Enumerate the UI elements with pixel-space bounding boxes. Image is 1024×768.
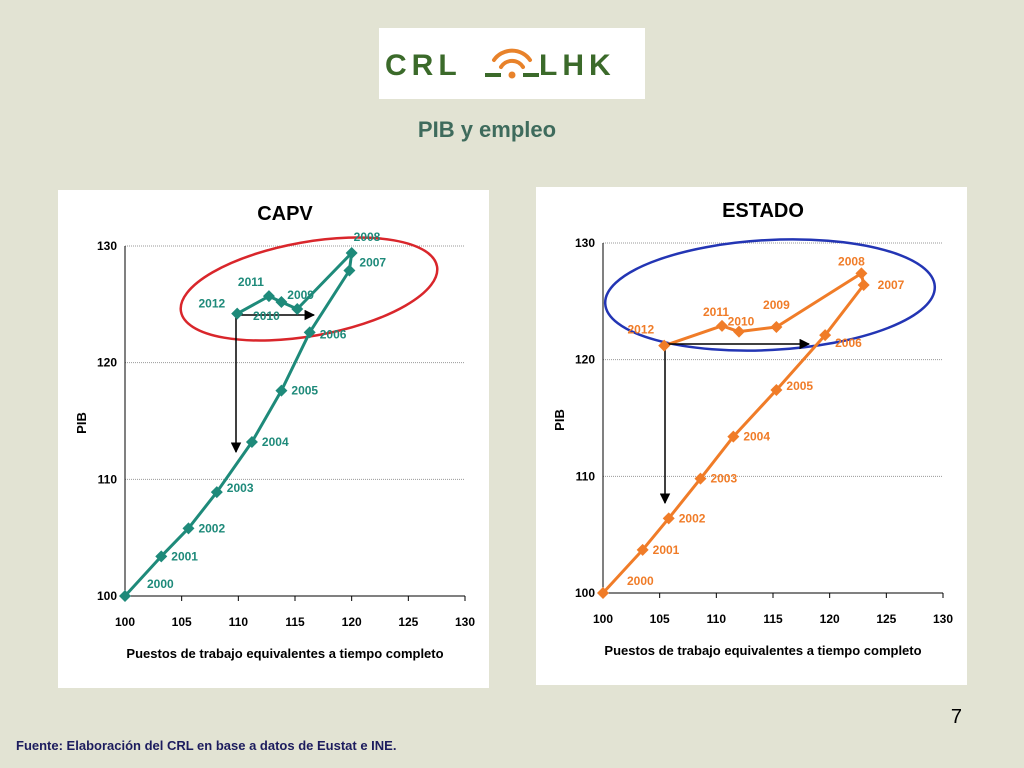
x-tick-label: 125 [876,612,896,626]
y-tick-label: 120 [575,353,595,367]
data-point [303,326,316,339]
highlight-ellipse [179,236,439,342]
data-point [245,436,258,448]
logo-graphic: CRL LHK [385,48,616,82]
wifi-dot-icon [508,71,516,79]
data-label: 2006 [320,327,347,341]
x-tick-label: 130 [455,615,475,629]
x-tick-label: 100 [593,612,613,626]
wifi-icon [492,48,532,69]
data-label: 2002 [198,521,225,535]
data-label: 2006 [835,336,862,350]
data-point [231,307,244,320]
data-label: 2011 [703,305,729,319]
data-label: 2008 [354,230,381,244]
x-tick-label: 115 [285,615,305,629]
data-point [770,384,783,396]
data-point [291,303,304,315]
x-tick-label: 105 [172,615,192,629]
data-label: 2007 [359,256,386,270]
data-point [770,321,783,333]
data-label: 2000 [147,577,174,591]
data-label: 2011 [238,275,264,289]
data-label: 2007 [878,278,905,292]
data-point [733,325,745,338]
data-label: 2004 [262,435,289,449]
x-tick-label: 110 [707,612,727,626]
data-point [727,430,740,443]
crl-lhk-logo: CRL LHK [379,28,645,99]
data-point [345,247,358,259]
y-tick-label: 100 [575,586,595,600]
y-tick-label: 100 [97,589,117,603]
data-label: 2010 [728,315,755,329]
chart-panel-estado: ESTADO 100 110 120 130 100 105 110 115 120 125 130 P… [536,187,967,685]
data-point [662,512,675,525]
data-point [819,329,832,342]
data-point [210,486,223,499]
data-label: 2010 [253,309,280,323]
data-point [658,339,671,352]
x-tick-label: 130 [933,612,953,626]
highlight-ellipse [603,238,937,352]
chart-title: CAPV [257,203,313,225]
data-point [636,543,649,556]
y-tick-label: 130 [575,236,595,250]
data-label: 2003 [227,481,254,495]
data-point [857,279,870,291]
data-label: 2008 [838,254,865,268]
y-axis-label: PIB [552,409,567,431]
series-line [123,251,354,598]
data-point [155,550,168,563]
chart-capv: CAPV 100 110 120 130 100 105 110 115 120 125 130 Pue… [74,203,475,661]
x-tick-label: 125 [398,615,418,629]
data-point [275,384,288,397]
y-tick-label: 130 [97,239,117,253]
data-label: 2001 [653,543,680,557]
y-tick-label: 120 [97,356,117,370]
data-point [343,264,356,277]
data-point [855,267,868,280]
data-label: 2005 [786,379,813,393]
x-tick-label: 120 [820,612,840,626]
slide-title: PIB y empleo [417,117,557,142]
y-axis-label: PIB [74,412,89,434]
data-label: 2009 [287,288,314,302]
data-point [262,290,275,303]
data-label: 2004 [743,430,770,444]
chart-title: ESTADO [722,200,804,222]
x-tick-label: 115 [763,612,783,626]
data-label: 2001 [171,549,198,563]
x-tick-label: 100 [115,615,135,629]
data-label: 2002 [679,511,706,525]
data-label: 2012 [627,323,654,337]
data-label: 2009 [763,298,790,312]
data-point [597,587,609,599]
x-tick-label: 110 [229,615,249,629]
data-label: 2000 [627,574,654,588]
data-point [694,472,707,485]
data-point [716,319,728,332]
y-tick-label: 110 [576,469,596,483]
chart-panel-capv: CAPV 100 110 120 130 100 105 110 115 120 125 130 Pue… [58,190,489,688]
x-tick-label: 120 [342,615,362,629]
y-tick-label: 110 [98,472,118,486]
source-note: Fuente: Elaboración del CRL en base a da… [16,738,397,753]
data-label: 2012 [198,297,225,311]
data-point [119,590,131,602]
x-axis-label: Puestos de trabajo equivalentes a tiempo… [126,646,443,661]
x-tick-label: 105 [650,612,670,626]
chart-estado: ESTADO 100 110 120 130 100 105 110 115 120 125 130 P… [552,200,953,658]
logo-text-left: CRL [385,49,462,82]
data-label: 2005 [291,384,318,398]
data-point [182,522,195,535]
data-label: 2003 [710,472,737,486]
page-number: 7 [950,706,962,728]
logo-text-right: LHK [539,49,616,82]
data-point [275,296,288,308]
x-axis-label: Puestos de trabajo equivalentes a tiempo… [604,643,921,658]
